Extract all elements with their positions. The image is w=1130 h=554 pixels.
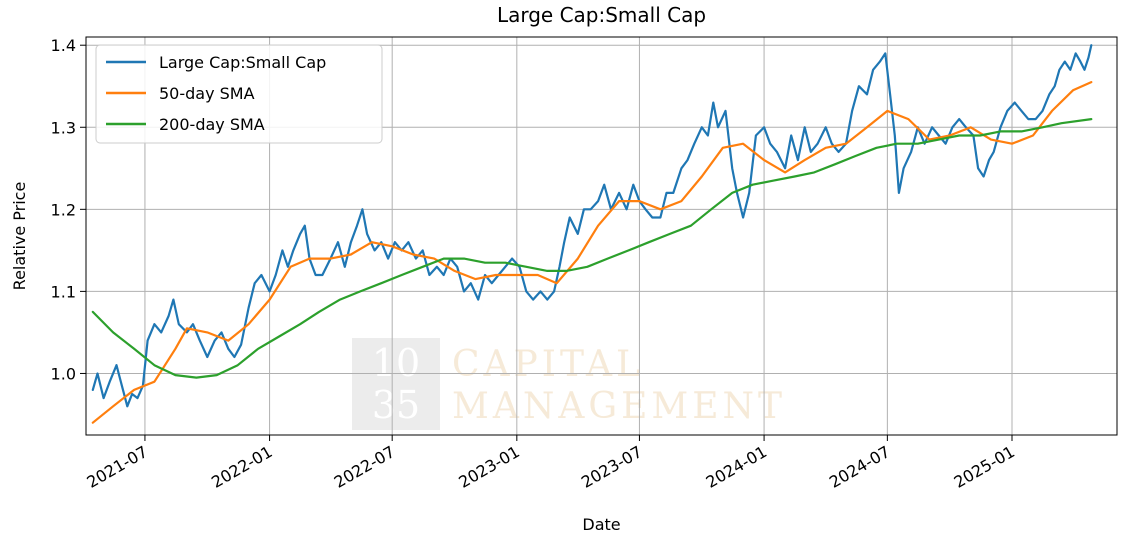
watermark: 10 35 CAPITAL MANAGEMENT bbox=[352, 338, 786, 430]
legend-box bbox=[95, 44, 383, 144]
y-tick-label: 1.3 bbox=[51, 118, 76, 137]
legend: Large Cap:Small Cap 50-day SMA 200-day S… bbox=[95, 44, 383, 144]
chart-title: Large Cap:Small Cap bbox=[497, 3, 706, 27]
y-tick-label: 1.1 bbox=[51, 282, 76, 301]
x-tick-label: 2022-07 bbox=[331, 442, 398, 492]
series-sma50-line bbox=[91, 80, 1093, 424]
legend-label-sma200: 200-day SMA bbox=[159, 115, 265, 134]
watermark-number-top: 10 bbox=[372, 341, 420, 385]
x-tick-label: 2022-01 bbox=[208, 442, 275, 492]
grid bbox=[86, 37, 1117, 435]
y-tick-label: 1.4 bbox=[51, 36, 76, 55]
x-tick-label: 2024-07 bbox=[826, 442, 893, 492]
watermark-box bbox=[352, 338, 440, 430]
watermark-word-capital: CAPITAL bbox=[452, 344, 644, 385]
x-tick-label: 2021-07 bbox=[84, 442, 151, 492]
y-axis-label: Relative Price bbox=[10, 182, 29, 291]
series-layer bbox=[91, 44, 1093, 424]
y-tick-label: 1.2 bbox=[51, 200, 76, 219]
y-tick-label: 1.0 bbox=[51, 364, 76, 383]
watermark-word-management: MANAGEMENT bbox=[452, 386, 786, 427]
x-tick-label: 2023-07 bbox=[578, 442, 645, 492]
legend-label-sma50: 50-day SMA bbox=[159, 84, 255, 103]
plot-frame bbox=[85, 36, 1118, 436]
series-sma200-line bbox=[91, 117, 1093, 379]
legend-label-large-small: Large Cap:Small Cap bbox=[159, 53, 326, 72]
x-axis-label: Date bbox=[582, 515, 620, 534]
watermark-number-bottom: 35 bbox=[372, 383, 420, 427]
x-tick-label: 2024-01 bbox=[703, 442, 770, 492]
series-large-small-line bbox=[91, 44, 1093, 408]
x-tick-label: 2025-01 bbox=[951, 442, 1018, 492]
x-tick-label: 2023-01 bbox=[455, 442, 522, 492]
